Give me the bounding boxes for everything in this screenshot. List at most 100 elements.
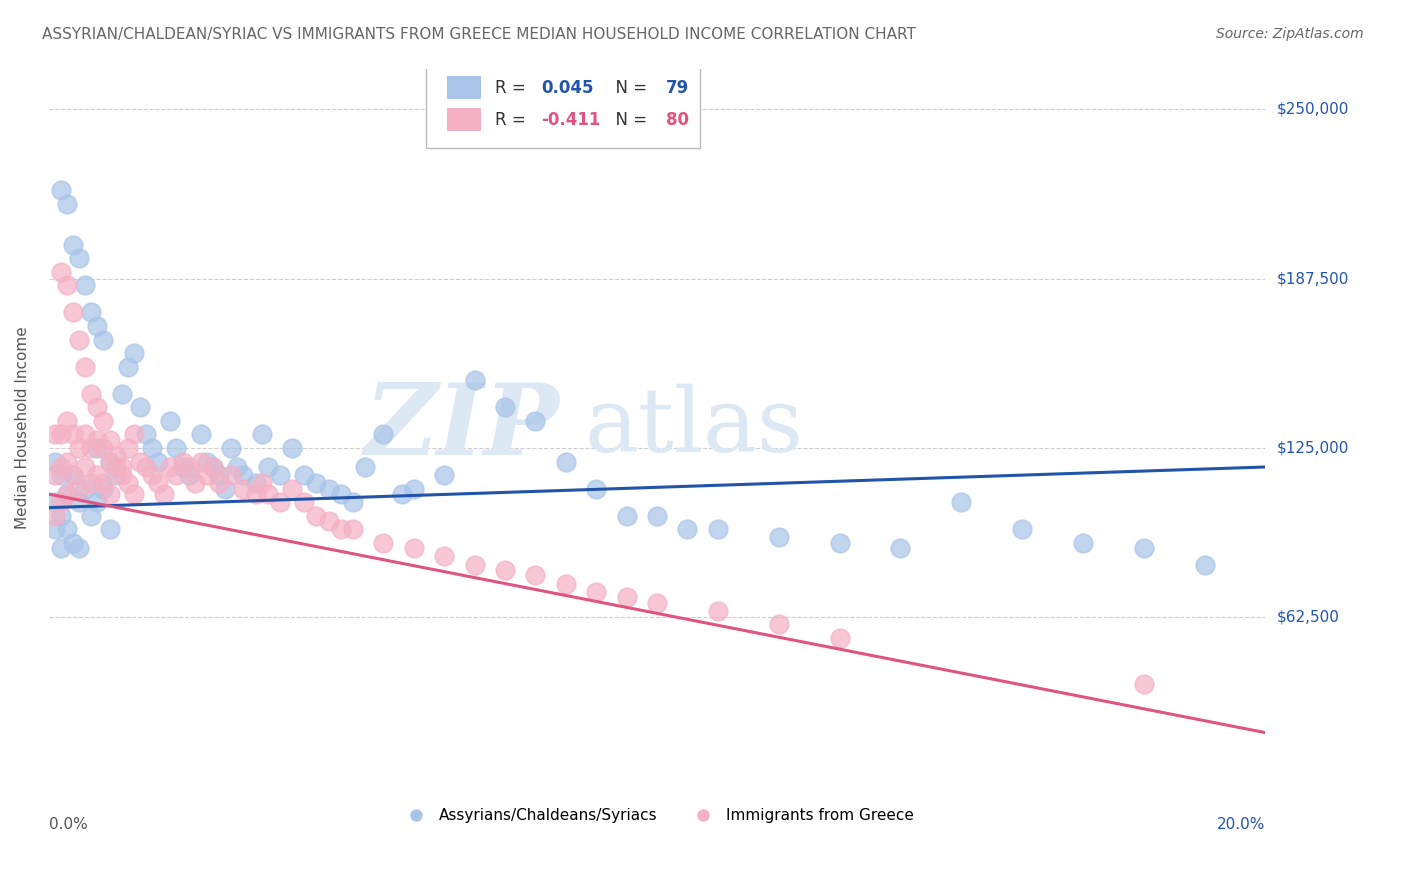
Point <box>768 617 790 632</box>
Point <box>292 468 315 483</box>
Point <box>616 590 638 604</box>
Point <box>49 184 72 198</box>
Point <box>494 401 516 415</box>
Text: $62,500: $62,500 <box>1277 610 1340 625</box>
Text: -0.411: -0.411 <box>541 111 600 128</box>
Point <box>214 482 236 496</box>
Point <box>433 549 456 564</box>
Point <box>292 495 315 509</box>
Point <box>281 441 304 455</box>
Point <box>67 333 90 347</box>
Point <box>464 373 486 387</box>
Point <box>98 433 121 447</box>
Point <box>585 584 607 599</box>
Point <box>62 536 84 550</box>
Point <box>159 460 181 475</box>
Point <box>676 522 699 536</box>
Text: 79: 79 <box>665 78 689 97</box>
Point <box>75 460 97 475</box>
Point <box>104 460 127 475</box>
Point <box>281 482 304 496</box>
Point <box>166 441 188 455</box>
Text: atlas: atlas <box>583 384 803 471</box>
Text: 0.045: 0.045 <box>541 78 593 97</box>
Point <box>75 359 97 374</box>
Point <box>889 541 911 556</box>
Point <box>250 476 273 491</box>
Point <box>201 460 224 475</box>
Point <box>245 487 267 501</box>
Point <box>122 487 145 501</box>
Text: 20.0%: 20.0% <box>1218 817 1265 832</box>
Point <box>148 454 170 468</box>
Point <box>524 568 547 582</box>
Point <box>49 460 72 475</box>
Point <box>80 441 103 455</box>
Point <box>67 495 90 509</box>
Point <box>1071 536 1094 550</box>
Point <box>93 476 115 491</box>
Point <box>195 454 218 468</box>
Point <box>354 460 377 475</box>
Text: $125,000: $125,000 <box>1277 441 1348 456</box>
Point <box>269 468 291 483</box>
Point <box>585 482 607 496</box>
Point <box>49 495 72 509</box>
Point <box>373 536 395 550</box>
Point <box>86 441 108 455</box>
Point <box>645 595 668 609</box>
Point <box>44 495 66 509</box>
Point <box>98 522 121 536</box>
Point <box>616 508 638 523</box>
FancyBboxPatch shape <box>447 77 481 99</box>
Point <box>269 495 291 509</box>
Point <box>707 522 730 536</box>
Point <box>554 454 576 468</box>
Point <box>342 522 364 536</box>
Point <box>111 468 134 483</box>
Point <box>104 468 127 483</box>
Point <box>201 460 224 475</box>
Point <box>645 508 668 523</box>
Point <box>122 346 145 360</box>
Point <box>219 441 242 455</box>
Point <box>56 522 79 536</box>
Point <box>117 359 139 374</box>
Text: N =: N = <box>605 78 652 97</box>
Point <box>256 487 278 501</box>
Point <box>104 449 127 463</box>
Text: N =: N = <box>605 111 652 128</box>
Point <box>111 460 134 475</box>
Point <box>62 427 84 442</box>
Point <box>135 427 157 442</box>
Y-axis label: Median Household Income: Median Household Income <box>15 326 30 529</box>
Point <box>93 482 115 496</box>
Text: ASSYRIAN/CHALDEAN/SYRIAC VS IMMIGRANTS FROM GREECE MEDIAN HOUSEHOLD INCOME CORRE: ASSYRIAN/CHALDEAN/SYRIAC VS IMMIGRANTS F… <box>42 27 917 42</box>
Point <box>129 401 152 415</box>
Point <box>153 487 176 501</box>
Point <box>1132 677 1154 691</box>
Point <box>56 414 79 428</box>
Point <box>86 319 108 334</box>
Point <box>117 476 139 491</box>
Point <box>464 558 486 572</box>
Text: 80: 80 <box>665 111 689 128</box>
Point <box>75 427 97 442</box>
Point <box>67 482 90 496</box>
Point <box>172 454 194 468</box>
Point <box>49 508 72 523</box>
Point <box>80 386 103 401</box>
Point <box>56 487 79 501</box>
Point <box>62 468 84 483</box>
Point <box>117 441 139 455</box>
Point <box>141 468 163 483</box>
Point <box>373 427 395 442</box>
Point <box>828 631 851 645</box>
Point <box>141 441 163 455</box>
Text: 0.0%: 0.0% <box>49 817 87 832</box>
Point <box>208 476 231 491</box>
Text: Source: ZipAtlas.com: Source: ZipAtlas.com <box>1216 27 1364 41</box>
Point <box>256 460 278 475</box>
Point <box>111 386 134 401</box>
Point <box>494 563 516 577</box>
